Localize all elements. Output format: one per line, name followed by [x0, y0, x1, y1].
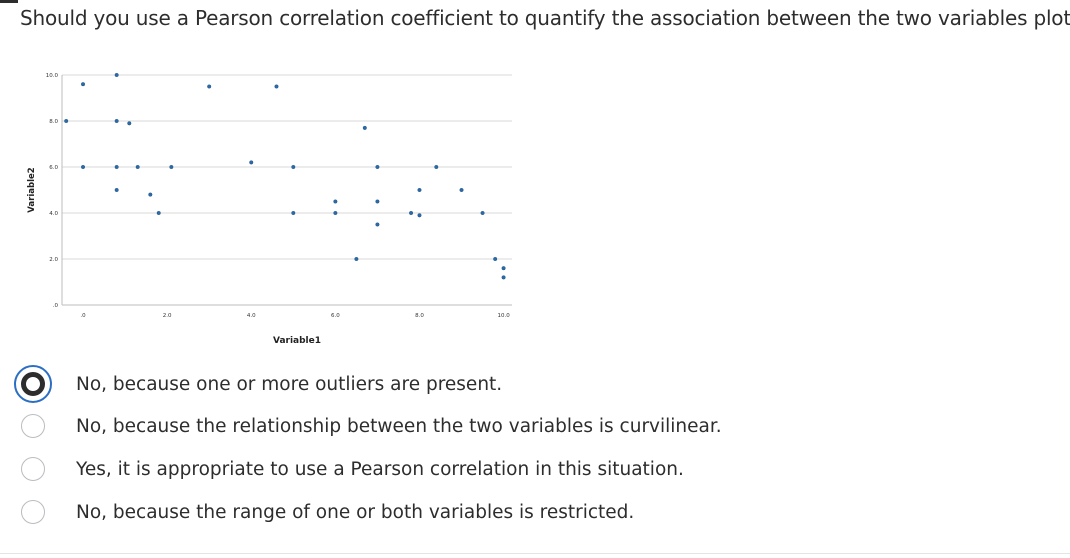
x-tick-label: .0	[80, 313, 86, 319]
radio-button-selected[interactable]	[21, 372, 45, 396]
answer-option-2[interactable]: No, because the relationship between the…	[0, 410, 760, 446]
scatter-point	[480, 210, 485, 215]
answer-option-3[interactable]: Yes, it is appropriate to use a Pearson …	[0, 453, 760, 489]
scatter-point	[249, 160, 254, 165]
x-tick-label: 4.0	[247, 313, 256, 319]
scatter-point	[127, 121, 132, 126]
scatter-point	[148, 192, 153, 197]
x-tick-label: 10.0	[497, 313, 510, 319]
y-tick-label: 6.0	[49, 165, 58, 171]
x-tick-label: 8.0	[415, 313, 424, 319]
radio-button[interactable]	[21, 414, 45, 438]
scatter-point	[81, 164, 86, 169]
scatter-point	[291, 210, 296, 215]
focus-ring	[14, 365, 52, 403]
scatter-point	[501, 266, 506, 271]
scatter-point	[409, 210, 414, 215]
top-accent-bar	[0, 0, 18, 3]
y-tick-label: 2.0	[49, 257, 58, 263]
scatter-point	[501, 275, 506, 280]
scatter-point	[459, 187, 464, 192]
scatter-point	[135, 164, 140, 169]
scatter-point	[417, 187, 422, 192]
answer-option-label: Yes, it is appropriate to use a Pearson …	[76, 459, 684, 480]
scatter-point	[156, 210, 161, 215]
scatter-point	[417, 213, 422, 218]
answer-option-label: No, because the range of one or both var…	[76, 502, 635, 523]
scatter-point	[375, 199, 380, 204]
y-tick-label: 8.0	[49, 119, 58, 125]
scatter-point	[354, 256, 359, 261]
scatter-point	[434, 164, 439, 169]
scatter-point	[375, 222, 380, 227]
y-tick-label: .0	[53, 303, 59, 309]
question-text: Should you use a Pearson correlation coe…	[20, 6, 1070, 30]
scatter-point	[114, 164, 119, 169]
scatter-point	[362, 125, 367, 130]
answer-option-label: No, because the relationship between the…	[76, 416, 722, 437]
scatter-point	[169, 164, 174, 169]
scatter-point	[114, 187, 119, 192]
answer-option-label: No, because one or more outliers are pre…	[76, 374, 503, 395]
answer-option-4[interactable]: No, because the range of one or both var…	[0, 496, 760, 532]
radio-button[interactable]	[21, 500, 45, 524]
y-axis-label: Variable2	[27, 167, 37, 212]
scatter-plot-svg: .0 2.0 4.0 6.0 8.0 10.0 .0 2.0 4.0 6.0 8.0 10.0 Vari…	[27, 72, 512, 346]
scatter-point	[493, 256, 498, 261]
radio-button[interactable]	[21, 457, 45, 481]
scatter-point	[114, 119, 119, 124]
scatter-point	[333, 199, 338, 204]
scatter-chart: .0 2.0 4.0 6.0 8.0 10.0 .0 2.0 4.0 6.0 8.0 10.0 Vari…	[0, 60, 540, 360]
scatter-point	[375, 164, 380, 169]
bottom-divider	[0, 553, 1070, 554]
scatter-point	[207, 84, 212, 89]
scatter-point	[114, 72, 119, 77]
scatter-point	[274, 84, 279, 89]
x-tick-label: 2.0	[163, 313, 172, 319]
answer-option-1[interactable]: No, because one or more outliers are pre…	[0, 365, 760, 404]
y-tick-label: 4.0	[49, 211, 58, 217]
x-tick-label: 6.0	[331, 313, 340, 319]
scatter-point	[81, 82, 86, 87]
scatter-point	[333, 210, 338, 215]
scatter-point	[291, 164, 296, 169]
y-tick-label: 10.0	[46, 73, 59, 79]
x-axis-label: Variable1	[273, 336, 321, 346]
scatter-point	[64, 119, 69, 124]
